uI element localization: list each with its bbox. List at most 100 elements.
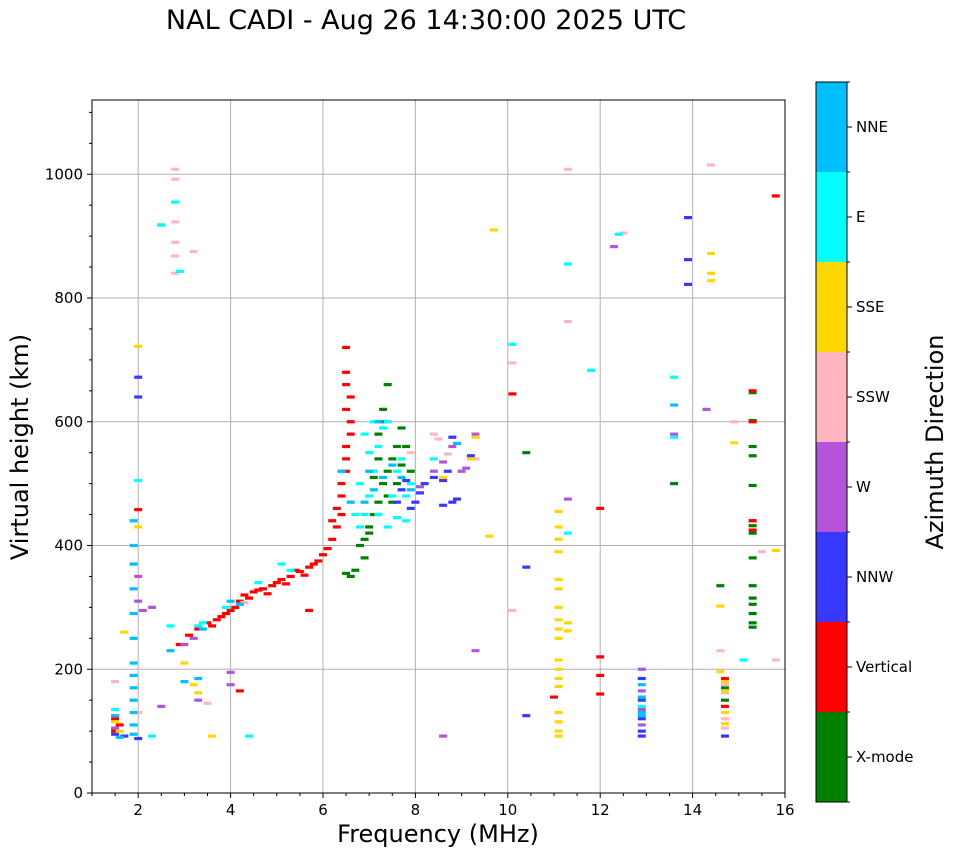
point-nnw <box>452 497 461 501</box>
point-x-mode <box>720 698 729 702</box>
point-ssw <box>619 231 628 235</box>
point-nnw <box>429 475 438 480</box>
point-vertical <box>748 528 757 532</box>
point-nne <box>346 500 355 504</box>
colorbar-label: Azimuth Direction <box>921 335 949 550</box>
point-vertical <box>115 723 124 727</box>
point-sse <box>554 577 563 582</box>
point-w <box>439 734 448 738</box>
point-nne <box>129 710 138 715</box>
point-e <box>563 531 572 535</box>
point-nnw <box>402 478 411 483</box>
point-ssw <box>508 361 517 365</box>
point-x-mode <box>374 457 383 461</box>
point-e <box>406 482 415 486</box>
point-nne <box>180 680 189 684</box>
point-vertical <box>300 573 309 577</box>
point-vertical <box>342 469 351 473</box>
point-e <box>355 482 364 486</box>
point-vertical <box>268 584 277 588</box>
point-x-mode <box>720 686 729 690</box>
point-ssw <box>716 649 725 653</box>
point-x-mode <box>748 596 757 600</box>
point-sse <box>554 710 563 715</box>
point-ssw <box>171 254 180 258</box>
y-tick-label: 200 <box>54 660 83 678</box>
point-vertical <box>277 577 286 582</box>
point-nnw <box>522 565 531 569</box>
point-sse <box>554 525 563 529</box>
point-x-mode <box>748 556 757 560</box>
point-vertical <box>314 559 323 563</box>
point-w <box>226 670 235 674</box>
point-e <box>383 525 392 529</box>
point-ssw <box>406 451 415 455</box>
point-x-mode <box>365 525 374 529</box>
point-sse <box>554 537 563 541</box>
colorbar-swatch-ssw <box>816 352 847 442</box>
point-nnw <box>406 506 415 510</box>
point-ssw <box>443 452 452 456</box>
point-ssw <box>171 177 180 181</box>
colorbar-swatch-nnw <box>816 532 847 622</box>
point-nne <box>388 463 397 467</box>
point-vertical <box>305 565 314 569</box>
point-e <box>221 605 230 609</box>
point-vertical <box>720 676 729 681</box>
point-ssw <box>730 420 739 424</box>
point-sse <box>466 457 475 461</box>
point-nnw <box>637 698 646 702</box>
point-w <box>148 605 157 609</box>
point-nne <box>637 683 646 687</box>
point-sse <box>554 667 563 671</box>
point-nnw <box>683 215 692 220</box>
point-vertical <box>185 633 194 637</box>
point-ssw <box>563 319 572 324</box>
axis-ticks: 2 4 6 8 10 12 14 16 0 200 400 600 800 1000 <box>45 111 795 819</box>
point-w <box>138 608 147 613</box>
point-ssw <box>434 437 443 441</box>
point-e <box>148 734 157 738</box>
point-sse <box>554 658 563 662</box>
point-w <box>670 432 679 436</box>
colorbar-tick-label: NNW <box>856 568 893 586</box>
point-vertical <box>286 574 295 579</box>
point-nnw <box>683 258 692 262</box>
point-nne <box>129 723 138 727</box>
point-sse <box>720 722 729 726</box>
point-vertical <box>342 444 351 449</box>
point-vertical <box>332 525 341 529</box>
point-x-mode <box>383 469 392 473</box>
point-nne <box>129 661 138 665</box>
point-vertical <box>258 587 267 591</box>
point-sse <box>730 441 739 445</box>
point-nnw <box>416 491 425 495</box>
point-vertical <box>245 596 254 600</box>
point-x-mode <box>748 531 757 535</box>
point-sse <box>111 720 120 724</box>
data-points <box>111 163 780 741</box>
point-e <box>369 420 378 424</box>
point-w <box>637 667 646 671</box>
y-axis-label: Virtual height (km) <box>6 334 34 560</box>
point-ssw <box>171 167 180 171</box>
point-nne <box>129 543 138 548</box>
point-w <box>157 704 166 708</box>
point-ssw <box>563 167 572 171</box>
point-vertical <box>194 627 203 631</box>
point-vertical <box>249 590 258 594</box>
point-vertical <box>346 432 355 436</box>
point-sse <box>707 251 716 256</box>
point-sse <box>554 729 563 733</box>
point-vertical <box>337 494 346 498</box>
point-nne <box>194 676 203 681</box>
point-w <box>637 689 646 693</box>
point-e <box>166 624 175 628</box>
y-tick-label: 600 <box>54 413 83 431</box>
point-nnw <box>397 488 406 492</box>
point-sse <box>115 729 124 733</box>
point-vertical <box>309 562 318 566</box>
point-nne <box>235 602 244 606</box>
point-e <box>351 512 360 517</box>
point-sse <box>554 509 563 514</box>
